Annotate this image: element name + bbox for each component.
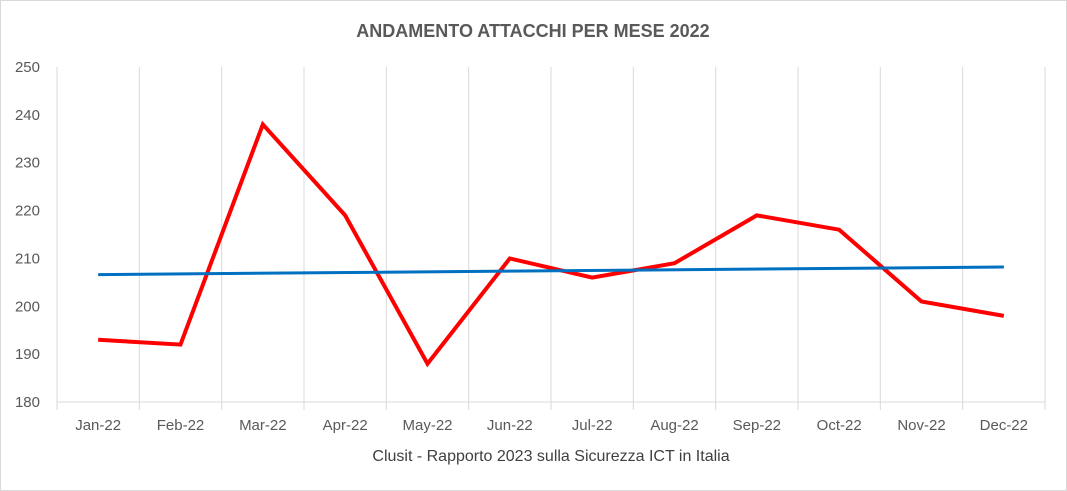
trendline bbox=[98, 265, 1004, 277]
y-tick-label: 210 bbox=[15, 250, 40, 267]
x-tick-label: Nov-22 bbox=[897, 417, 945, 434]
y-tick-label: 220 bbox=[15, 203, 40, 220]
chart-title: ANDAMENTO ATTACCHI PER MESE 2022 bbox=[356, 21, 709, 41]
y-tick-label: 240 bbox=[15, 107, 40, 124]
x-tick-label: May-22 bbox=[402, 417, 452, 434]
y-tick-label: 230 bbox=[15, 155, 40, 172]
x-tick-label: Jan-22 bbox=[75, 417, 121, 434]
y-tick-label: 250 bbox=[15, 59, 40, 76]
x-tick-label: Oct-22 bbox=[817, 417, 862, 434]
x-tick-label: Sep-22 bbox=[733, 417, 781, 434]
x-tick-label: Dec-22 bbox=[980, 417, 1028, 434]
x-tick-label: Mar-22 bbox=[239, 417, 287, 434]
y-tick-label: 180 bbox=[15, 394, 40, 411]
series-line bbox=[98, 120, 1005, 368]
x-tick-label: Jun-22 bbox=[487, 417, 533, 434]
y-tick-label: 190 bbox=[15, 346, 40, 363]
x-tick-label: Aug-22 bbox=[650, 417, 698, 434]
y-tick-label: 200 bbox=[15, 298, 40, 315]
x-tick-label: Jul-22 bbox=[572, 417, 613, 434]
x-axis-label: Clusit - Rapporto 2023 sulla Sicurezza I… bbox=[372, 448, 729, 465]
x-tick-label: Feb-22 bbox=[157, 417, 205, 434]
x-tick-label: Apr-22 bbox=[323, 417, 368, 434]
